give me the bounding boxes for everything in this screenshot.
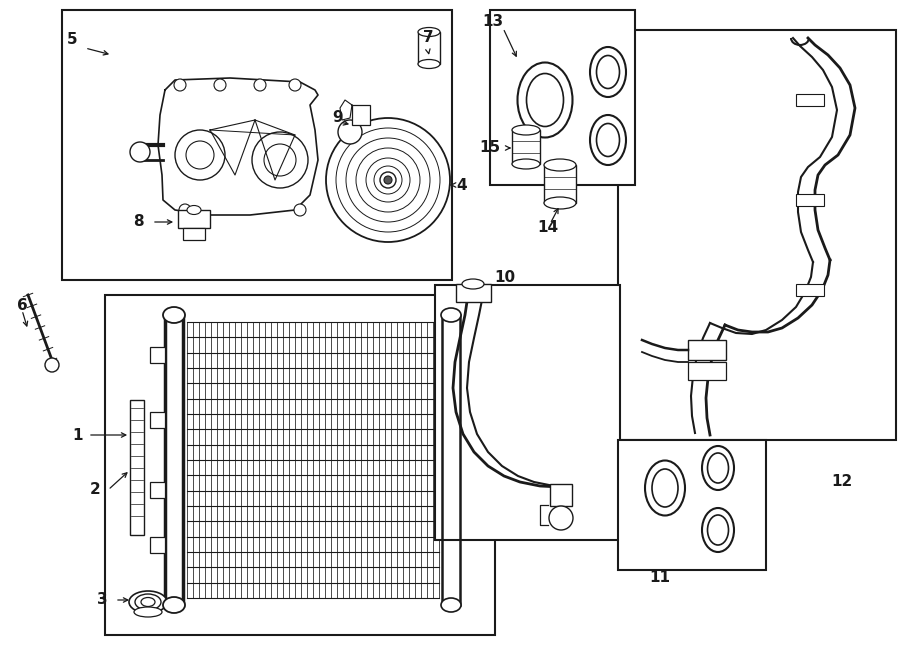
- Circle shape: [374, 166, 402, 194]
- Ellipse shape: [597, 56, 619, 89]
- Text: 11: 11: [650, 570, 670, 586]
- Circle shape: [346, 138, 430, 222]
- Text: 6: 6: [16, 297, 27, 313]
- Text: 8: 8: [132, 215, 143, 229]
- Text: 14: 14: [537, 221, 559, 235]
- Circle shape: [45, 358, 59, 372]
- Bar: [150, 347, 165, 363]
- Circle shape: [380, 172, 396, 188]
- Text: 12: 12: [832, 475, 852, 490]
- Bar: [456, 284, 491, 302]
- Ellipse shape: [187, 206, 201, 215]
- Ellipse shape: [163, 597, 185, 613]
- Bar: [550, 484, 572, 506]
- Ellipse shape: [441, 308, 461, 322]
- Bar: [618, 440, 766, 570]
- Bar: [490, 10, 635, 185]
- Ellipse shape: [134, 607, 162, 617]
- Text: 5: 5: [67, 32, 77, 48]
- Ellipse shape: [590, 115, 626, 165]
- Ellipse shape: [652, 469, 678, 507]
- Ellipse shape: [129, 591, 167, 613]
- Bar: [183, 228, 205, 240]
- Circle shape: [326, 118, 450, 242]
- Bar: [150, 482, 165, 498]
- Circle shape: [549, 506, 573, 530]
- Text: 13: 13: [482, 15, 504, 30]
- Bar: [125, 44, 158, 81]
- Bar: [178, 210, 210, 228]
- Circle shape: [186, 141, 214, 169]
- Bar: [688, 362, 726, 380]
- Ellipse shape: [544, 197, 576, 209]
- Text: 9: 9: [333, 110, 343, 126]
- Circle shape: [214, 79, 226, 91]
- Bar: [62, 10, 452, 280]
- Ellipse shape: [101, 26, 112, 36]
- Text: 3: 3: [96, 592, 107, 607]
- Circle shape: [294, 204, 306, 216]
- Bar: [435, 285, 620, 540]
- Bar: [796, 194, 824, 206]
- Circle shape: [130, 142, 150, 162]
- Bar: [418, 32, 440, 64]
- Ellipse shape: [518, 63, 572, 137]
- Ellipse shape: [163, 307, 185, 323]
- Bar: [544, 165, 576, 203]
- Bar: [796, 284, 824, 296]
- Bar: [105, 295, 495, 635]
- Circle shape: [179, 204, 191, 216]
- Ellipse shape: [125, 43, 137, 53]
- Text: 1: 1: [73, 428, 83, 442]
- Ellipse shape: [597, 124, 619, 157]
- Ellipse shape: [462, 279, 484, 289]
- Circle shape: [366, 158, 410, 202]
- Circle shape: [384, 176, 392, 184]
- Circle shape: [174, 79, 186, 91]
- Ellipse shape: [135, 594, 161, 610]
- Text: 4: 4: [456, 178, 467, 192]
- Bar: [688, 340, 726, 360]
- Circle shape: [336, 128, 440, 232]
- Ellipse shape: [544, 159, 576, 171]
- Ellipse shape: [526, 73, 563, 126]
- Ellipse shape: [418, 28, 440, 36]
- Ellipse shape: [590, 47, 626, 97]
- Ellipse shape: [418, 59, 440, 69]
- Bar: [150, 537, 165, 553]
- Polygon shape: [158, 78, 318, 215]
- Bar: [130, 400, 144, 535]
- Circle shape: [175, 130, 225, 180]
- Ellipse shape: [707, 515, 728, 545]
- Circle shape: [338, 120, 362, 144]
- Ellipse shape: [707, 453, 728, 483]
- Circle shape: [289, 79, 301, 91]
- Ellipse shape: [148, 71, 159, 81]
- Bar: [796, 94, 824, 106]
- Ellipse shape: [512, 159, 540, 169]
- Ellipse shape: [702, 446, 734, 490]
- Text: 2: 2: [90, 483, 101, 498]
- Circle shape: [356, 148, 420, 212]
- Ellipse shape: [123, 54, 135, 64]
- Circle shape: [252, 132, 308, 188]
- Text: 7: 7: [423, 30, 433, 46]
- Ellipse shape: [141, 598, 155, 607]
- Bar: [102, 26, 135, 63]
- Bar: [150, 412, 165, 428]
- Ellipse shape: [645, 461, 685, 516]
- Text: 10: 10: [494, 270, 516, 286]
- Bar: [512, 130, 540, 164]
- Text: 15: 15: [480, 141, 500, 155]
- Circle shape: [254, 79, 266, 91]
- Ellipse shape: [702, 508, 734, 552]
- Ellipse shape: [512, 125, 540, 135]
- Bar: [352, 105, 370, 125]
- Bar: [618, 30, 896, 440]
- Circle shape: [264, 144, 296, 176]
- Ellipse shape: [441, 598, 461, 612]
